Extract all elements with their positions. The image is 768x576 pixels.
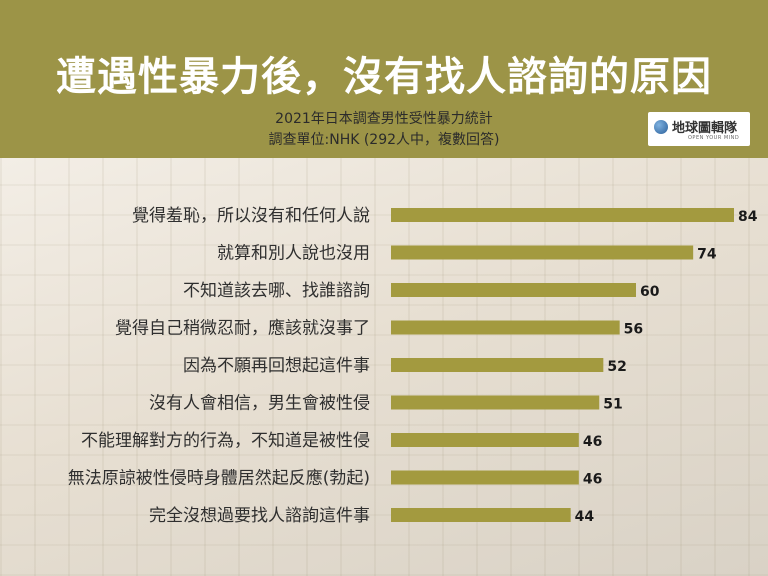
category-label: 就算和別人說也沒用: [217, 244, 370, 264]
bar-7: [391, 470, 579, 485]
category-label: 不能理解對方的行為，不知道是被性侵: [81, 431, 370, 451]
bar-3: [391, 320, 620, 335]
subtitle-survey: 2021年日本調查男性受性暴力統計: [275, 111, 493, 127]
header-banner: 遭遇性暴力後，沒有找人諮詢的原因 2021年日本調查男性受性暴力統計 調查單位:…: [0, 0, 768, 158]
bar-6: [391, 433, 579, 447]
logo-name: 地球圖輯隊: [672, 121, 738, 136]
bar-2: [391, 283, 636, 297]
value-label: 46: [583, 472, 602, 488]
page-title: 遭遇性暴力後，沒有找人諮詢的原因: [56, 54, 712, 100]
value-label: 51: [603, 397, 622, 413]
background-photo: [0, 158, 768, 576]
value-label: 56: [624, 322, 643, 338]
logo-tagline: OPEN YOUR MIND: [688, 135, 740, 141]
category-label: 完全沒想過要找人諮詢這件事: [149, 506, 370, 526]
value-label: 84: [738, 209, 758, 225]
value-label: 74: [697, 247, 717, 263]
value-label: 60: [640, 284, 660, 300]
category-label: 不知道該去哪、找誰諮詢: [183, 281, 370, 301]
value-label: 46: [583, 434, 602, 450]
category-label: 沒有人會相信，男生會被性侵: [149, 394, 370, 414]
bar-0: [391, 208, 734, 222]
category-label: 因為不願再回想起這件事: [183, 356, 370, 376]
value-label: 44: [575, 509, 595, 525]
bar-8: [391, 508, 571, 522]
brand-logo: 地球圖輯隊 OPEN YOUR MIND: [648, 112, 750, 146]
category-label: 覺得自己稍微忍耐，應該就沒事了: [115, 318, 370, 339]
category-label: 覺得羞恥，所以沒有和任何人說: [132, 206, 370, 226]
bar-1: [391, 245, 694, 260]
bar-4: [391, 358, 604, 372]
bar-5: [391, 395, 600, 410]
category-label: 無法原諒被性侵時身體居然起反應(勃起): [68, 468, 370, 489]
globe-icon: [654, 120, 668, 134]
subtitle-source: 調查單位:NHK (292人中，複數回答): [268, 132, 500, 148]
value-label: 52: [607, 359, 626, 375]
